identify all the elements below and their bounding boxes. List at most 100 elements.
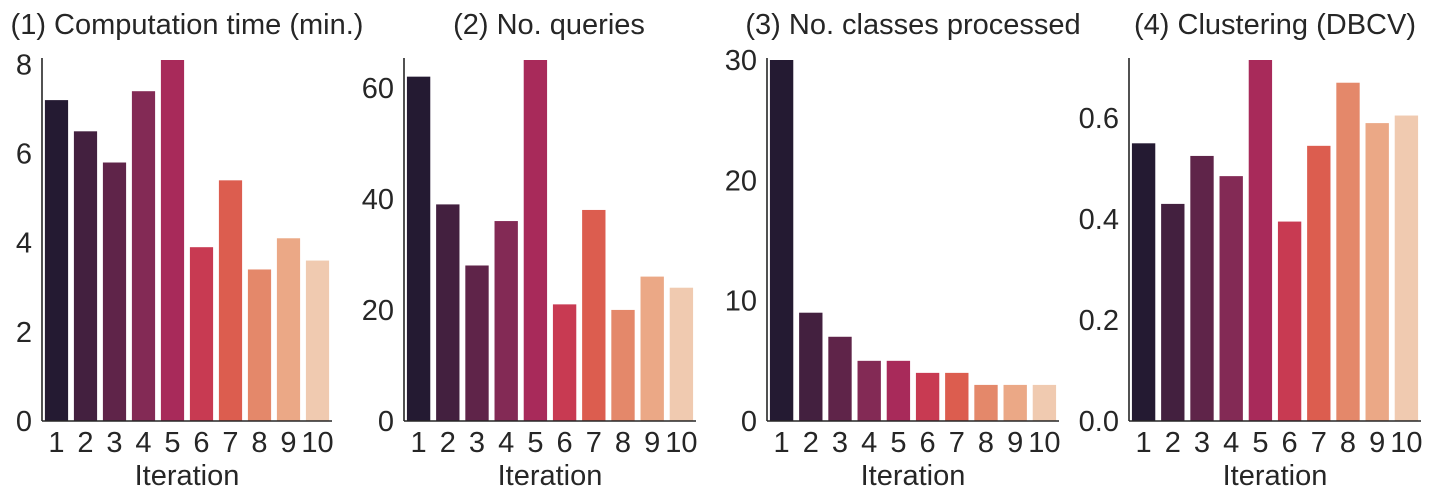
y-tick-label: 2 bbox=[16, 317, 32, 349]
x-tick-label: 3 bbox=[106, 427, 122, 459]
chart-panel-2: (2) No. queries 0 20 40 60 1 2 3 4 5 6 7 8 9 10 Iterati… bbox=[362, 9, 698, 492]
bar-2 bbox=[436, 204, 460, 421]
y-tick-label: 6 bbox=[16, 139, 32, 171]
x-tick-label: 2 bbox=[803, 427, 819, 459]
x-tick-label: 2 bbox=[440, 427, 456, 459]
bar-4 bbox=[1219, 176, 1243, 421]
bar-7 bbox=[945, 372, 969, 421]
x-tick-label: 2 bbox=[77, 427, 93, 459]
chart-title: (1) Computation time (min.) bbox=[11, 9, 364, 41]
y-tick-label: 0.4 bbox=[1079, 204, 1119, 236]
x-tick-label: 3 bbox=[1194, 427, 1210, 459]
bar-9 bbox=[1365, 123, 1389, 422]
bar-8 bbox=[974, 384, 998, 421]
x-tick-label: 4 bbox=[1223, 427, 1239, 459]
bar-7 bbox=[582, 209, 606, 421]
y-tick-label: 0.2 bbox=[1079, 305, 1119, 337]
bar-8 bbox=[611, 309, 635, 421]
y-tick-label: 30 bbox=[725, 45, 757, 77]
bar-9 bbox=[1003, 384, 1027, 421]
x-axis-label: Iteration bbox=[498, 460, 603, 492]
bar-6 bbox=[915, 372, 940, 421]
bar-5 bbox=[160, 60, 185, 421]
chart-title: (4) Clustering (DBCV) bbox=[1134, 9, 1416, 41]
x-tick-label: 9 bbox=[1007, 427, 1023, 459]
x-tick-label: 1 bbox=[774, 427, 790, 459]
bar-4 bbox=[494, 221, 518, 421]
bar-2 bbox=[799, 312, 823, 421]
x-tick-label: 4 bbox=[498, 427, 514, 459]
x-tick-label: 4 bbox=[861, 427, 877, 459]
x-tick-label: 6 bbox=[920, 427, 936, 459]
x-tick-label: 3 bbox=[832, 427, 848, 459]
x-tick-label: 9 bbox=[644, 427, 660, 459]
x-tick-label: 7 bbox=[1311, 427, 1327, 459]
bar-2 bbox=[1161, 203, 1185, 421]
chart-panel-3: (3) No. classes processed 0 10 20 30 1 2 3 4 5 6 7 8… bbox=[725, 9, 1081, 492]
x-tick-label: 5 bbox=[1252, 427, 1268, 459]
x-tick-label: 7 bbox=[222, 427, 238, 459]
x-tick-label: 10 bbox=[1028, 427, 1060, 459]
x-tick-label: 8 bbox=[251, 427, 267, 459]
x-tick-label: 10 bbox=[1390, 427, 1422, 459]
x-tick-label: 6 bbox=[1282, 427, 1298, 459]
x-axis-label: Iteration bbox=[861, 460, 966, 492]
x-tick-label: 6 bbox=[193, 427, 209, 459]
bar-10 bbox=[305, 260, 330, 421]
bar-7 bbox=[1307, 145, 1331, 421]
x-tick-label: 10 bbox=[665, 427, 697, 459]
bar-1 bbox=[44, 100, 69, 422]
x-tick-label: 10 bbox=[301, 427, 333, 459]
x-tick-label: 7 bbox=[949, 427, 965, 459]
y-tick-label: 0 bbox=[16, 406, 32, 438]
y-tick-label: 0 bbox=[378, 406, 394, 438]
x-axis-label: Iteration bbox=[1223, 460, 1328, 492]
x-tick-label: 5 bbox=[527, 427, 543, 459]
y-tick-label: 0.0 bbox=[1079, 406, 1119, 438]
chart-title: (3) No. classes processed bbox=[745, 9, 1080, 41]
bar-1 bbox=[406, 76, 431, 421]
bar-8 bbox=[1336, 82, 1360, 421]
y-tick-label: 4 bbox=[16, 228, 32, 260]
y-tick-label: 40 bbox=[362, 184, 394, 216]
x-tick-label: 2 bbox=[1165, 427, 1181, 459]
y-tick-label: 20 bbox=[362, 295, 394, 327]
x-tick-label: 1 bbox=[411, 427, 427, 459]
bar-3 bbox=[102, 162, 127, 421]
bar-10 bbox=[669, 287, 694, 421]
y-tick-label: 8 bbox=[16, 49, 32, 81]
bar-10 bbox=[1394, 115, 1419, 421]
y-tick-label: 60 bbox=[362, 73, 394, 105]
x-tick-label: 9 bbox=[280, 427, 296, 459]
bar-1 bbox=[769, 60, 794, 421]
x-tick-label: 8 bbox=[1340, 427, 1356, 459]
bar-8 bbox=[247, 269, 272, 421]
y-tick-label: 20 bbox=[725, 165, 757, 197]
bar-3 bbox=[465, 265, 489, 421]
chart-title: (2) No. queries bbox=[453, 9, 645, 41]
bar-6 bbox=[189, 247, 214, 421]
bar-5 bbox=[523, 60, 548, 421]
y-tick-label: 0 bbox=[741, 406, 757, 438]
bar-7 bbox=[218, 180, 243, 421]
bar-3 bbox=[1190, 155, 1214, 421]
bar-1 bbox=[1131, 143, 1156, 421]
bar-4 bbox=[131, 91, 156, 421]
x-tick-label: 5 bbox=[164, 427, 180, 459]
x-tick-label: 6 bbox=[557, 427, 573, 459]
x-tick-label: 3 bbox=[469, 427, 485, 459]
x-tick-label: 1 bbox=[1136, 427, 1152, 459]
x-tick-label: 5 bbox=[890, 427, 906, 459]
bar-3 bbox=[828, 336, 852, 421]
y-tick-label: 0.6 bbox=[1079, 103, 1119, 135]
bar-5 bbox=[886, 360, 911, 421]
bar-4 bbox=[857, 360, 881, 421]
bar-10 bbox=[1032, 384, 1057, 421]
bar-9 bbox=[640, 276, 664, 421]
x-tick-label: 8 bbox=[978, 427, 994, 459]
x-axis-label: Iteration bbox=[135, 460, 240, 492]
bar-6 bbox=[1277, 221, 1302, 421]
bar-2 bbox=[73, 131, 98, 421]
